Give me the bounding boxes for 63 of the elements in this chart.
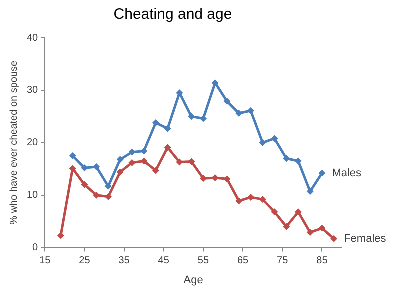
point xyxy=(176,90,184,97)
point xyxy=(188,113,196,120)
y-tick-label: 30 xyxy=(27,85,39,96)
y-axis-title: % who have ever cheated on spouse xyxy=(8,60,20,225)
point xyxy=(128,148,136,156)
point xyxy=(247,107,254,114)
point xyxy=(104,182,112,190)
x-tick-label: 55 xyxy=(198,256,210,267)
point xyxy=(306,188,314,196)
point xyxy=(200,175,207,182)
point xyxy=(224,176,231,183)
point xyxy=(81,164,88,172)
point xyxy=(152,167,160,174)
point xyxy=(188,158,196,166)
x-tick-label: 15 xyxy=(40,256,52,267)
x-tick-label: 35 xyxy=(118,256,130,267)
point xyxy=(93,192,100,199)
point xyxy=(57,232,64,240)
y-tick-label: 0 xyxy=(32,242,39,254)
x-tick-label: 65 xyxy=(237,256,250,267)
point xyxy=(318,170,326,177)
y-tick-label: 40 xyxy=(27,32,39,44)
point xyxy=(236,110,243,118)
point xyxy=(294,158,302,165)
point xyxy=(140,158,148,165)
chart-title: Cheating and age xyxy=(114,6,232,24)
point xyxy=(271,135,278,142)
point xyxy=(224,98,231,105)
point xyxy=(200,115,207,122)
point xyxy=(69,152,76,160)
point xyxy=(259,139,266,146)
point xyxy=(271,208,278,216)
point xyxy=(283,155,290,162)
point xyxy=(164,125,172,132)
point xyxy=(93,164,100,171)
series-label: Males xyxy=(332,167,362,180)
point xyxy=(140,148,148,155)
x-tick-label: 85 xyxy=(316,256,328,267)
point xyxy=(283,223,290,230)
point xyxy=(306,229,314,236)
point xyxy=(294,208,302,216)
point xyxy=(236,198,243,205)
point xyxy=(247,194,254,201)
point xyxy=(212,80,219,87)
x-axis-title: Age xyxy=(184,274,204,286)
point xyxy=(318,224,326,232)
point xyxy=(176,158,184,166)
series-label: Females xyxy=(344,232,387,245)
x-tick-label: 25 xyxy=(79,256,91,267)
point xyxy=(81,181,88,188)
x-tick-label: 75 xyxy=(277,256,289,267)
point xyxy=(152,119,160,126)
point xyxy=(128,159,136,166)
point xyxy=(330,235,338,242)
y-tick-label: 10 xyxy=(27,190,39,202)
point xyxy=(212,174,219,182)
y-tick-label: 20 xyxy=(27,138,39,149)
point xyxy=(104,193,112,200)
point xyxy=(259,196,266,204)
point xyxy=(164,144,172,152)
x-tick-label: 45 xyxy=(158,256,170,267)
point xyxy=(116,168,124,176)
point xyxy=(116,156,124,164)
